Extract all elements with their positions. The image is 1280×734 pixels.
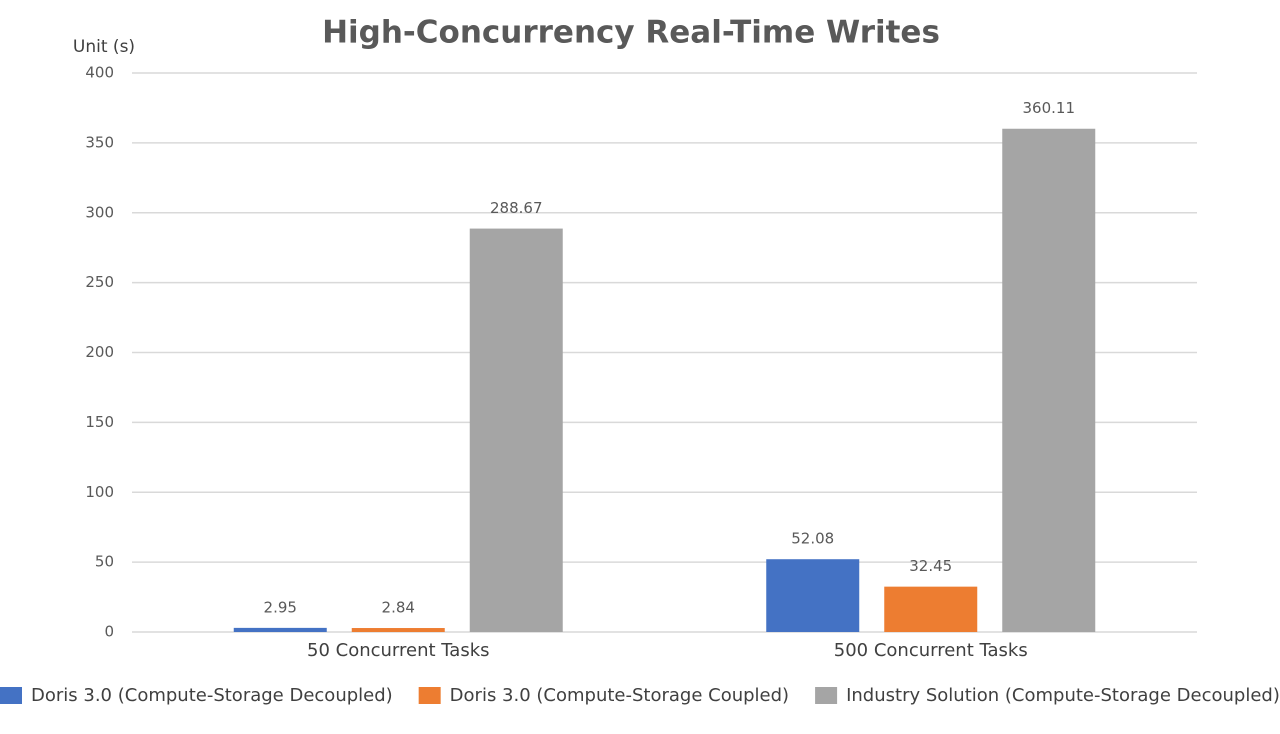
- legend-label: Industry Solution (Compute-Storage Decou…: [846, 685, 1280, 706]
- bar: [469, 228, 563, 632]
- legend-swatch: [418, 687, 441, 704]
- value-label: 288.67: [490, 199, 543, 217]
- x-tick-label: 50 Concurrent Tasks: [307, 640, 490, 661]
- bar: [884, 586, 978, 632]
- bar: [766, 559, 860, 632]
- value-label: 32.45: [909, 557, 952, 575]
- bar: [351, 628, 445, 632]
- value-label: 2.84: [382, 599, 415, 617]
- y-tick-label: 150: [85, 413, 114, 431]
- y-tick-label: 400: [85, 64, 114, 82]
- bar: [1002, 128, 1096, 632]
- y-tick-label: 200: [85, 343, 114, 361]
- y-tick-label: 300: [85, 203, 114, 221]
- value-label: 52.08: [791, 530, 834, 548]
- y-tick-label: 0: [104, 623, 114, 641]
- y-tick-label: 350: [85, 133, 114, 151]
- legend-swatch: [815, 687, 838, 704]
- value-label: 360.11: [1023, 99, 1076, 117]
- y-axis-label: Unit (s): [73, 37, 135, 57]
- y-tick-label: 100: [85, 483, 114, 501]
- bar: [233, 627, 327, 632]
- y-tick-label: 250: [85, 273, 114, 291]
- legend-swatch: [0, 687, 22, 704]
- legend-label: Doris 3.0 (Compute-Storage Decoupled): [31, 685, 393, 706]
- x-tick-label: 500 Concurrent Tasks: [834, 640, 1028, 661]
- y-tick-label: 50: [95, 553, 114, 571]
- legend-label: Doris 3.0 (Compute-Storage Coupled): [450, 685, 789, 706]
- value-label: 2.95: [264, 598, 297, 616]
- chart-title: High-Concurrency Real-Time Writes: [322, 15, 940, 51]
